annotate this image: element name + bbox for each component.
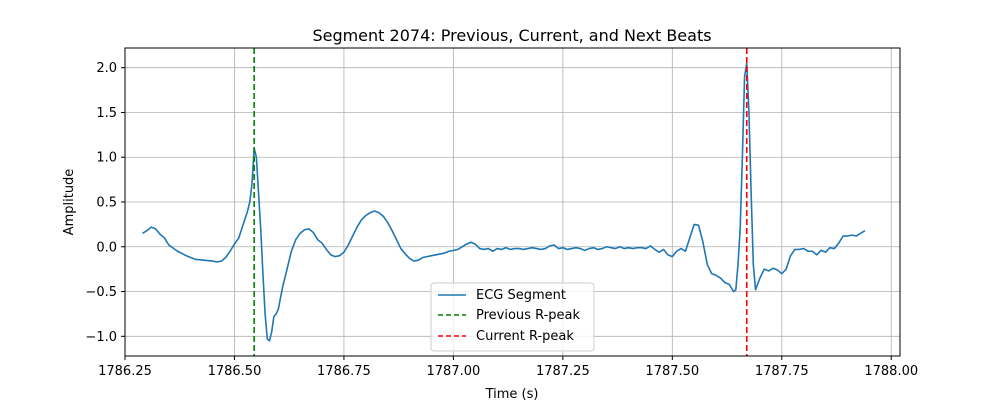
y-tick-label: 0.5 — [96, 196, 117, 211]
legend-label-ecg: ECG Segment — [476, 288, 566, 303]
y-tick-label: 0.0 — [96, 240, 117, 255]
y-tick-label: 1.5 — [96, 106, 117, 121]
y-tick-label: −0.5 — [85, 285, 117, 300]
x-tick-label: 1786.75 — [317, 364, 371, 379]
y-tick-label: 2.0 — [96, 61, 117, 76]
x-tick-label: 1787.00 — [427, 364, 481, 379]
axis-ticks: 1786.25 1786.50 1786.75 1787.00 1787.25 1787.… — [85, 61, 918, 379]
legend-label-previous-r-peak: Previous R-peak — [476, 308, 580, 323]
chart-title: Segment 2074: Previous, Current, and Nex… — [312, 26, 711, 45]
x-tick-label: 1787.25 — [536, 364, 590, 379]
x-tick-label: 1787.50 — [645, 364, 699, 379]
x-axis-label: Time (s) — [485, 387, 539, 400]
plot-area — [142, 48, 866, 356]
x-tick-label: 1786.25 — [98, 364, 152, 379]
y-tick-label: −1.0 — [85, 330, 117, 345]
y-axis-label: Amplitude — [62, 169, 77, 236]
y-tick-label: 1.0 — [96, 151, 117, 166]
x-tick-label: 1786.50 — [208, 364, 262, 379]
x-tick-label: 1788.00 — [864, 364, 918, 379]
legend-label-current-r-peak: Current R-peak — [476, 329, 574, 344]
legend: ECG Segment Previous R-peak Current R-pe… — [430, 282, 595, 352]
legend-box — [430, 282, 595, 352]
x-tick-label: 1787.75 — [755, 364, 809, 379]
